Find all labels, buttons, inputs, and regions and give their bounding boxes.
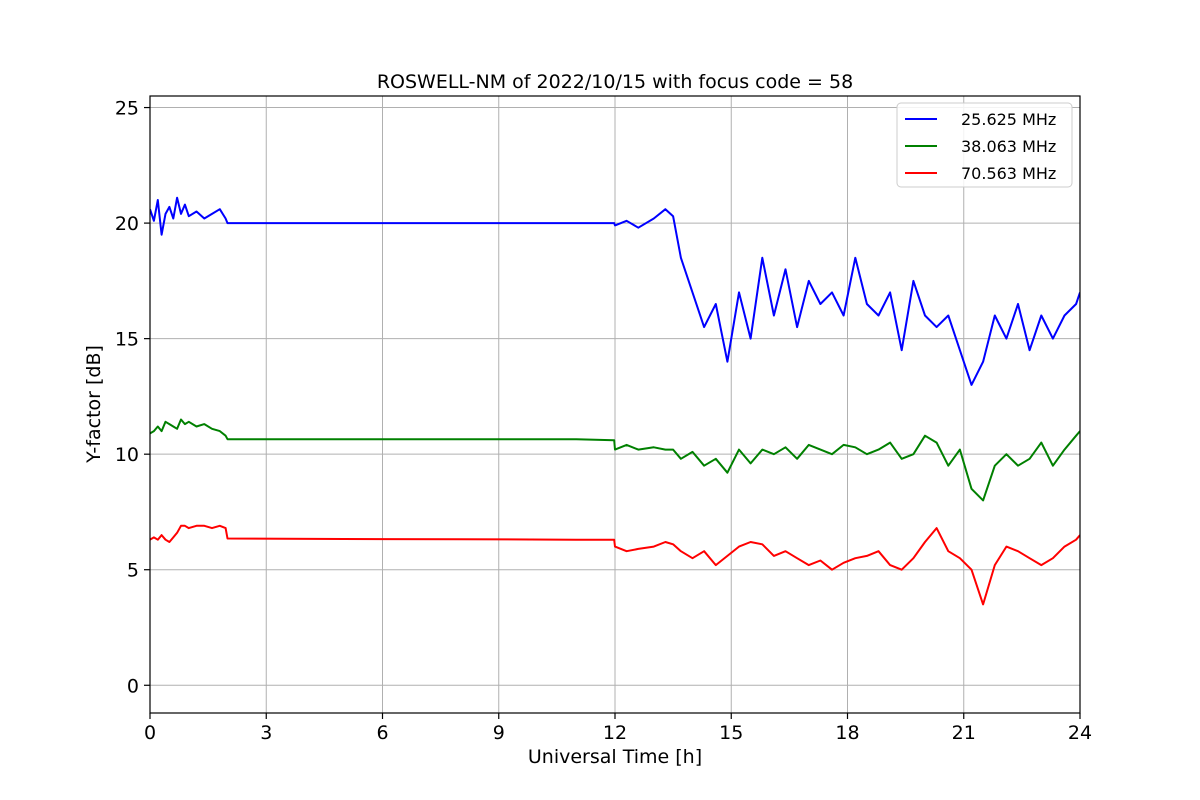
x-tick-label: 3: [260, 722, 272, 744]
y-tick-label: 5: [127, 560, 139, 582]
x-tick-label: 21: [952, 722, 976, 744]
chart-title: ROSWELL-NM of 2022/10/15 with focus code…: [377, 71, 853, 93]
legend: 25.625 MHz 38.063 MHz 70.563 MHz: [896, 102, 1073, 188]
x-tick-label: 18: [835, 722, 859, 744]
x-tick-label: 6: [376, 722, 388, 744]
series-layer: [150, 196, 1080, 606]
y-tick-label: 25: [115, 98, 139, 120]
y-tick-label: 0: [127, 675, 139, 697]
x-tick-label: 24: [1068, 722, 1092, 744]
legend-box: [896, 102, 1073, 188]
y-axis-label: Y-factor [dB]: [83, 345, 105, 464]
x-tick-label: 0: [144, 722, 156, 744]
x-tick-label: 15: [719, 722, 743, 744]
legend-label: 38.063 MHz: [961, 137, 1056, 156]
y-tick-label: 10: [115, 444, 139, 466]
y-tick-label: 20: [115, 213, 139, 235]
series-line-3: [150, 524, 1080, 606]
x-tick-label: 12: [603, 722, 627, 744]
x-tick-label: 9: [493, 722, 505, 744]
legend-label: 25.625 MHz: [961, 110, 1056, 129]
y-tick-label: 15: [115, 329, 139, 351]
ticks: 0 3 6 9 12 15 18 21 24 0 5 10 15 20 25: [115, 98, 1092, 744]
x-axis-label: Universal Time [h]: [528, 746, 702, 768]
series-line-1: [150, 196, 1080, 386]
legend-label: 70.563 MHz: [961, 164, 1056, 183]
series-line-2: [150, 418, 1080, 502]
